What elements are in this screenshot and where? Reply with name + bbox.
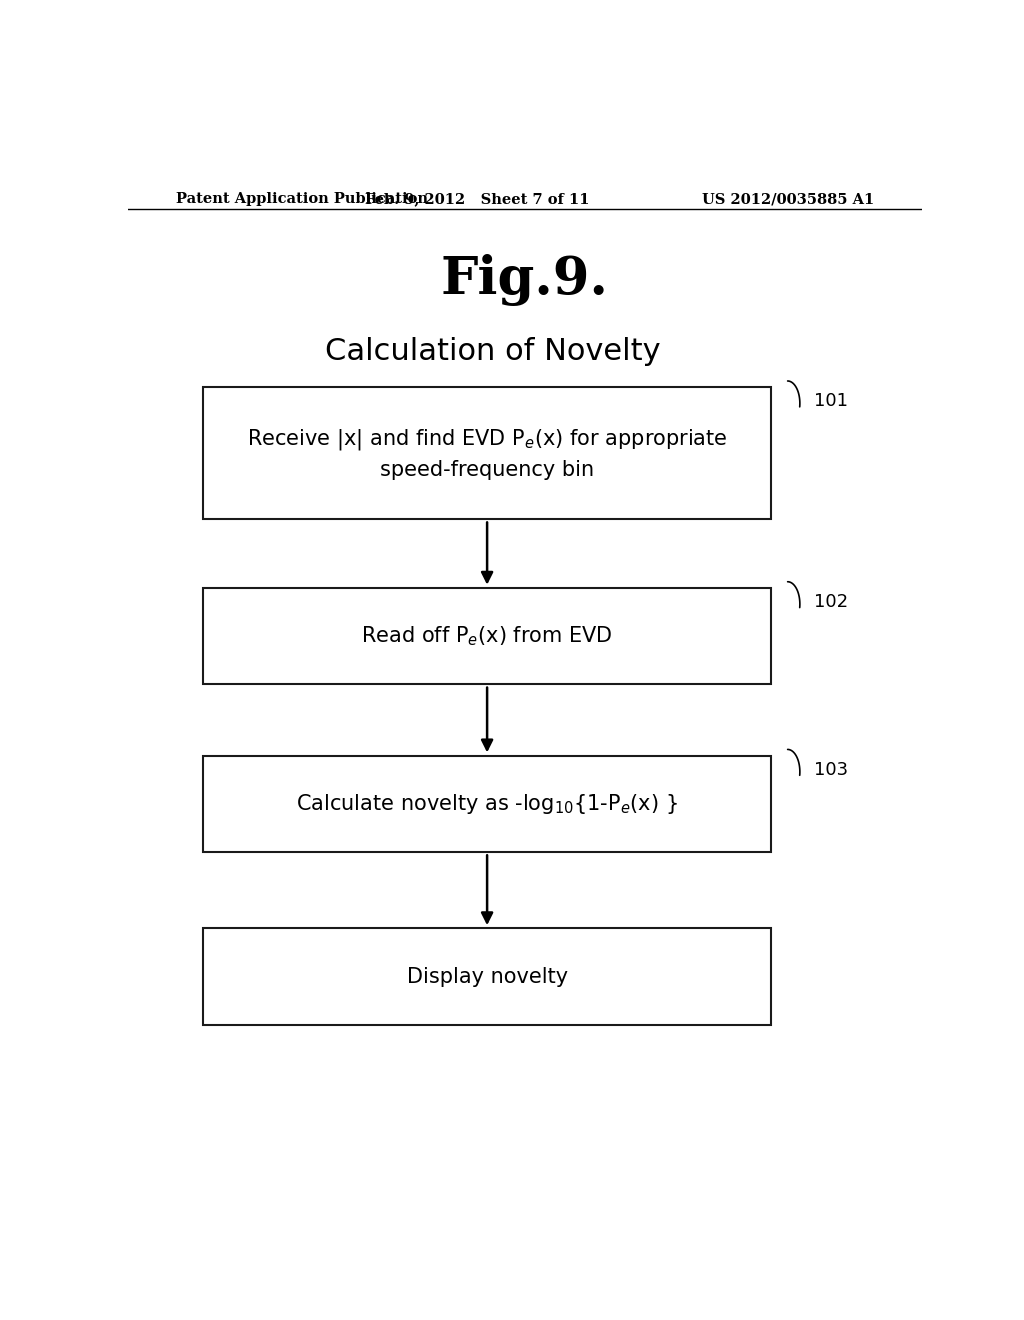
Text: US 2012/0035885 A1: US 2012/0035885 A1: [701, 191, 873, 206]
Text: Receive |x| and find EVD P$_e$(x) for appropriate
speed-frequency bin: Receive |x| and find EVD P$_e$(x) for ap…: [247, 426, 727, 479]
Text: Calculation of Novelty: Calculation of Novelty: [326, 337, 660, 366]
Text: 102: 102: [814, 593, 849, 611]
Text: Read off P$_e$(x) from EVD: Read off P$_e$(x) from EVD: [361, 624, 613, 648]
Text: Display novelty: Display novelty: [407, 966, 567, 986]
Text: Feb. 9, 2012   Sheet 7 of 11: Feb. 9, 2012 Sheet 7 of 11: [365, 191, 590, 206]
Bar: [204, 928, 771, 1024]
Text: 101: 101: [814, 392, 849, 411]
Text: 103: 103: [814, 760, 849, 779]
Bar: [204, 755, 771, 853]
Text: Patent Application Publication: Patent Application Publication: [176, 191, 428, 206]
Bar: [204, 387, 771, 519]
Bar: [204, 587, 771, 684]
Text: Fig.9.: Fig.9.: [441, 255, 608, 306]
Text: Calculate novelty as -log$_{10}${1-P$_e$(x) }: Calculate novelty as -log$_{10}${1-P$_e$…: [296, 792, 678, 816]
